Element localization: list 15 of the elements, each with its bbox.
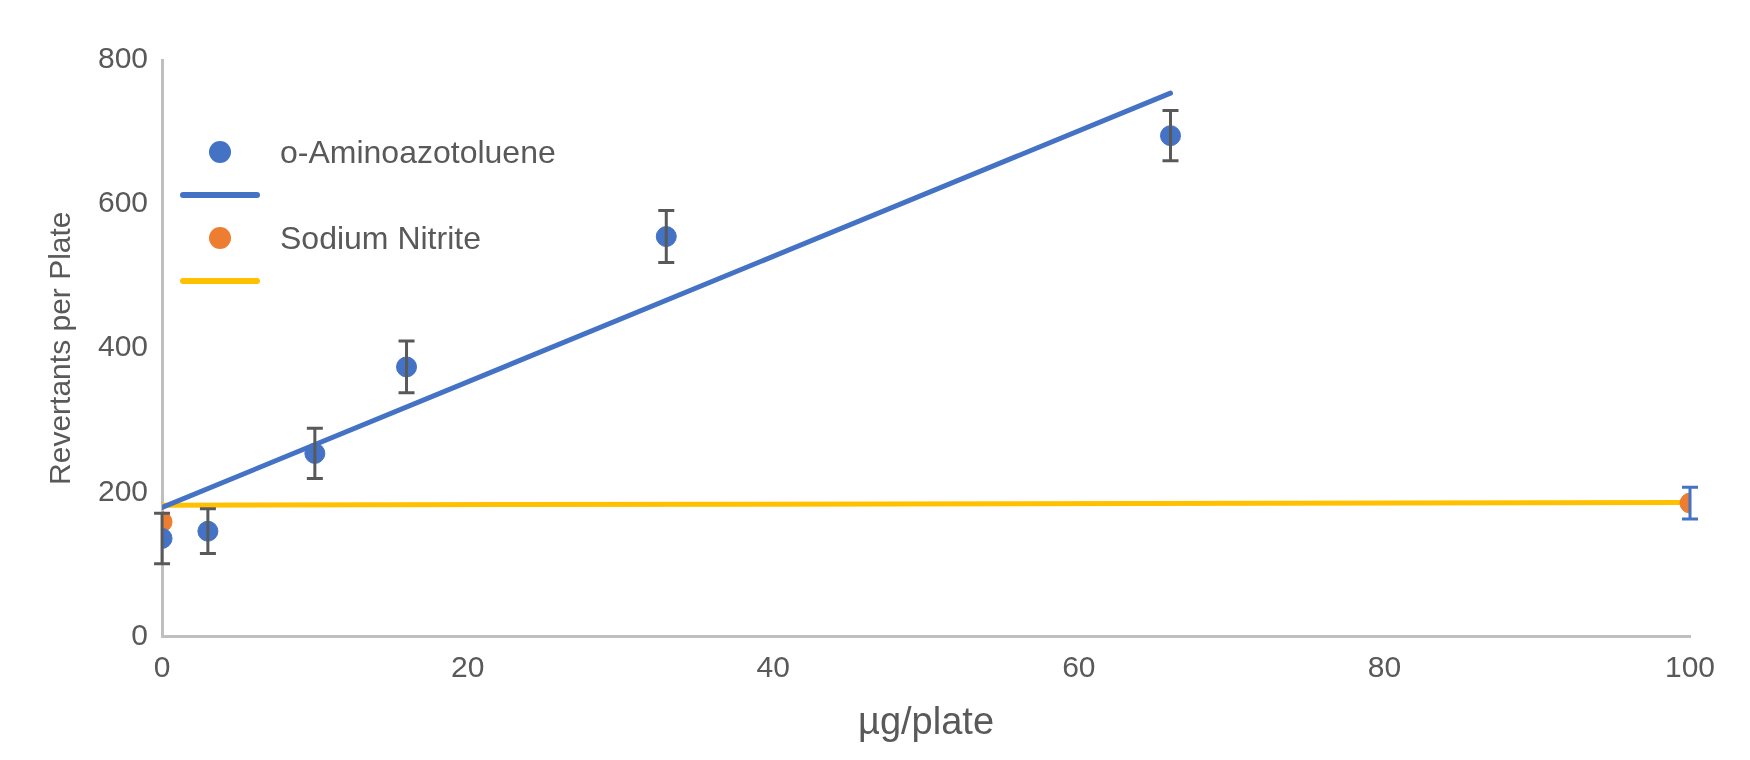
y-tick-label: 800 [97,41,149,75]
x-tick-label: 80 [1367,649,1402,683]
y-tick-label: 600 [97,185,149,219]
x-tick-label: 0 [153,649,171,683]
y-tick-label: 0 [131,617,149,651]
x-axis-title: µg/plate [858,699,995,742]
y-tick-label: 200 [97,473,149,507]
x-tick-label: 20 [450,649,485,683]
legend-label: o-Aminoazotoluene [280,133,556,171]
x-tick-label: 40 [756,649,790,683]
x-tick-label: 60 [1062,649,1096,683]
legend-label: Sodium Nitrite [280,219,481,257]
y-axis-title: Revertants per Plate [43,211,77,485]
y-tick-label: 400 [97,329,149,363]
x-tick-label: 100 [1664,649,1716,683]
